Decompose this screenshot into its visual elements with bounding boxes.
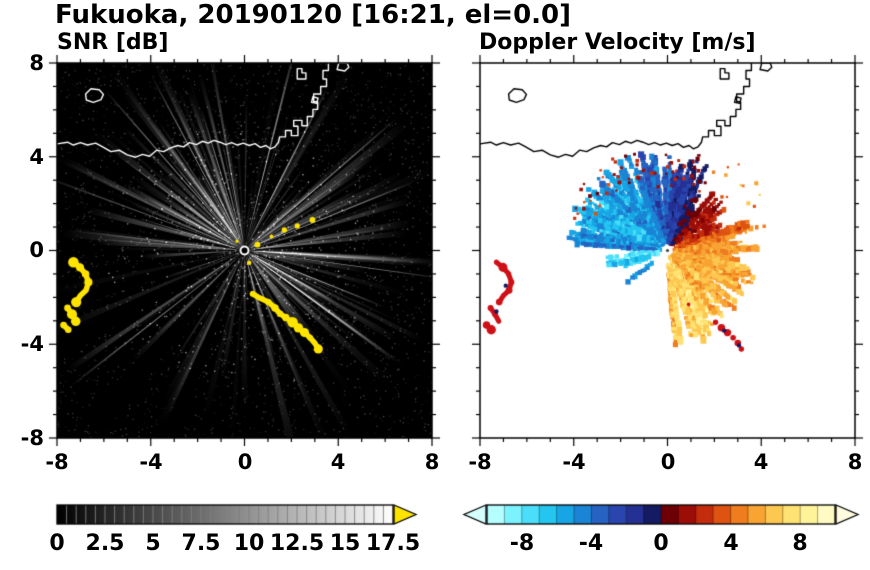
- snr-colorbar-label: 17.5: [365, 531, 421, 556]
- snr-x-tick-label: 0: [237, 450, 253, 474]
- snr-x-tick-label: 4: [330, 450, 346, 474]
- velocity-colorbar: [455, 498, 867, 532]
- snr-x-tick-label: 8: [424, 450, 440, 474]
- velocity-x-tick-label: 8: [847, 450, 863, 474]
- snr-colorbar-label: 5: [145, 531, 161, 556]
- y-tick-label: -8: [20, 426, 44, 450]
- velocity-x-tick-label: -8: [468, 450, 492, 474]
- snr-colorbar-label: 2.5: [85, 531, 125, 556]
- snr-colorbar-label: 7.5: [181, 531, 221, 556]
- velocity-x-tick-label: 4: [753, 450, 769, 474]
- velocity-colorbar-label: -8: [509, 531, 535, 556]
- velocity-x-tick-label: 0: [660, 450, 676, 474]
- snr-ppi-plot: [47, 53, 442, 448]
- snr-colorbar-label: 12.5: [269, 531, 325, 556]
- figure-title: Fukuoka, 20190120 [16:21, el=0.0]: [55, 0, 572, 30]
- snr-colorbar-label: 15: [329, 531, 361, 556]
- snr-x-tick-label: -4: [139, 450, 163, 474]
- velocity-colorbar-label: 8: [792, 531, 808, 556]
- snr-colorbar-label: 10: [233, 531, 265, 556]
- velocity-colorbar-label: 4: [723, 531, 739, 556]
- y-tick-label: 4: [29, 145, 44, 169]
- snr-colorbar: [45, 498, 425, 532]
- snr-colorbar-label: 0: [49, 531, 65, 556]
- velocity-x-tick-label: -4: [562, 450, 586, 474]
- velocity-colorbar-label: -4: [578, 531, 604, 556]
- y-tick-label: -4: [20, 332, 44, 356]
- velocity-ppi-plot: [470, 53, 865, 448]
- snr-x-tick-label: -8: [45, 450, 69, 474]
- velocity-panel-title: Doppler Velocity [m/s]: [479, 30, 756, 55]
- y-tick-label: 8: [29, 51, 44, 75]
- velocity-colorbar-label: 0: [653, 531, 669, 556]
- snr-panel-title: SNR [dB]: [57, 30, 169, 55]
- y-tick-label: 0: [29, 238, 44, 262]
